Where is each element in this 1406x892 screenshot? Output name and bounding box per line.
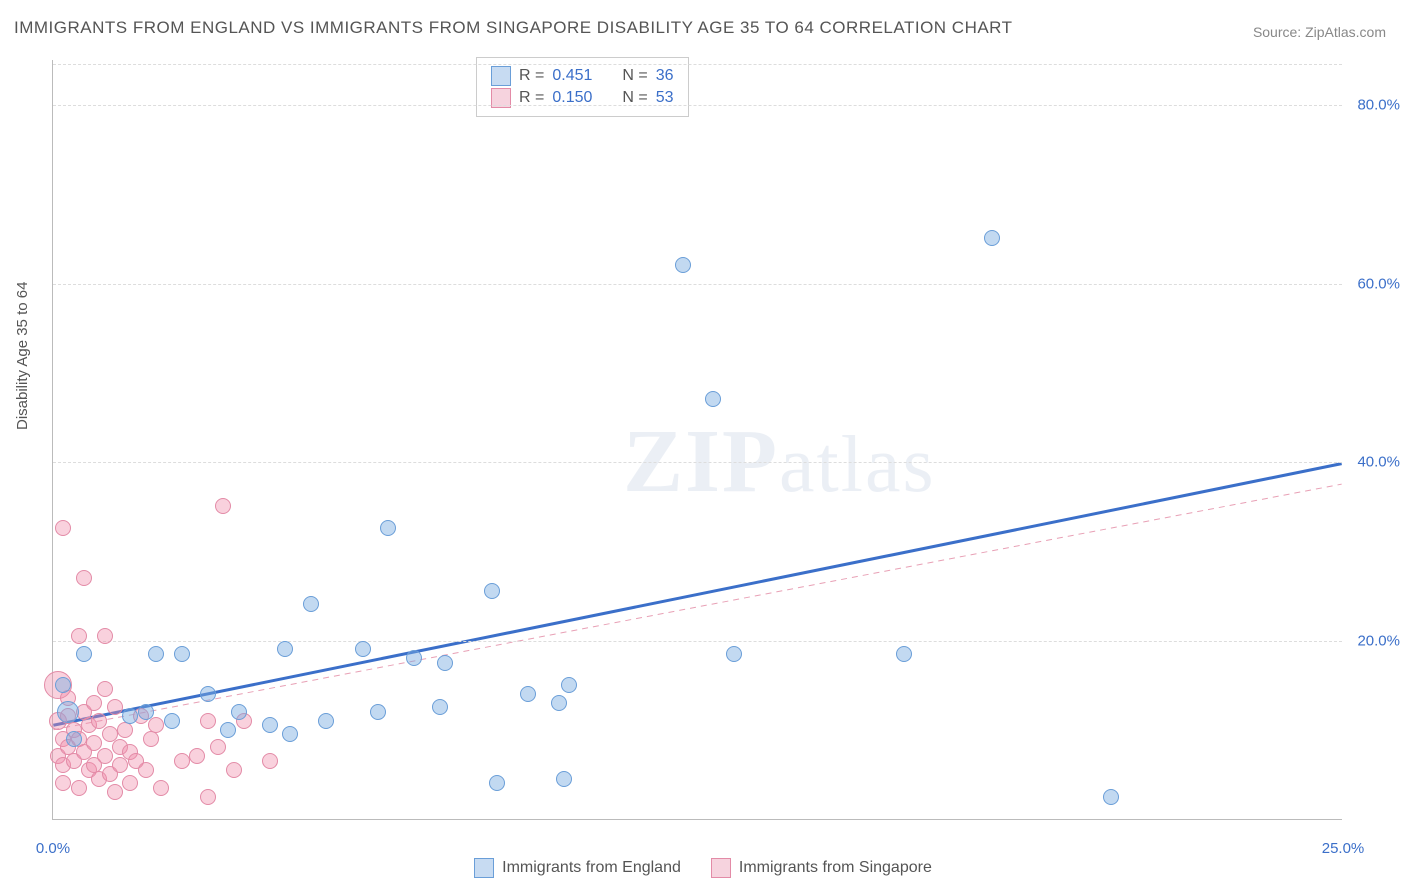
data-point	[984, 230, 1000, 246]
data-point	[226, 762, 242, 778]
bottom-legend: Immigrants from England Immigrants from S…	[0, 858, 1406, 878]
data-point	[200, 789, 216, 805]
xtick-label: 25.0%	[1322, 840, 1365, 857]
ytick-label: 80.0%	[1357, 96, 1400, 113]
data-point	[55, 520, 71, 536]
data-point	[107, 699, 123, 715]
data-point	[318, 713, 334, 729]
data-point	[112, 757, 128, 773]
bottom-legend-item: Immigrants from England	[474, 858, 681, 878]
data-point	[57, 701, 79, 723]
series-name: Immigrants from Singapore	[739, 859, 932, 877]
data-point	[107, 784, 123, 800]
legend-swatch	[711, 858, 731, 878]
trend-lines	[53, 60, 1342, 819]
data-point	[66, 731, 82, 747]
data-point	[551, 695, 567, 711]
legend-n-label: N =	[622, 67, 647, 85]
data-point	[726, 646, 742, 662]
legend-box: R = 0.451N = 36R = 0.150N = 53	[476, 57, 689, 117]
data-point	[561, 677, 577, 693]
legend-r-value: 0.451	[552, 67, 592, 85]
data-point	[86, 695, 102, 711]
data-point	[282, 726, 298, 742]
chart-title: IMMIGRANTS FROM ENGLAND VS IMMIGRANTS FR…	[14, 18, 1013, 38]
data-point	[200, 713, 216, 729]
data-point	[148, 646, 164, 662]
data-point	[174, 646, 190, 662]
data-point	[231, 704, 247, 720]
grid-line	[53, 462, 1342, 463]
data-point	[138, 762, 154, 778]
data-point	[489, 775, 505, 791]
legend-r-label: R =	[519, 67, 544, 85]
data-point	[303, 596, 319, 612]
data-point	[55, 677, 71, 693]
data-point	[76, 570, 92, 586]
source-label: Source: ZipAtlas.com	[1253, 24, 1386, 40]
data-point	[220, 722, 236, 738]
data-point	[122, 708, 138, 724]
data-point	[97, 681, 113, 697]
data-point	[55, 775, 71, 791]
plot-area: ZIPatlas R = 0.451N = 36R = 0.150N = 53 …	[52, 60, 1342, 820]
data-point	[138, 704, 154, 720]
data-point	[432, 699, 448, 715]
ytick-label: 60.0%	[1357, 275, 1400, 292]
data-point	[355, 641, 371, 657]
ytick-label: 40.0%	[1357, 454, 1400, 471]
data-point	[97, 748, 113, 764]
data-point	[189, 748, 205, 764]
y-axis-label: Disability Age 35 to 64	[14, 282, 31, 430]
grid-line	[53, 284, 1342, 285]
data-point	[484, 583, 500, 599]
legend-swatch	[491, 66, 511, 86]
bottom-legend-item: Immigrants from Singapore	[711, 858, 932, 878]
data-point	[406, 650, 422, 666]
legend-n-value: 36	[656, 67, 674, 85]
xtick-label: 0.0%	[36, 840, 70, 857]
data-point	[370, 704, 386, 720]
series-name: Immigrants from England	[502, 859, 681, 877]
grid-line	[53, 105, 1342, 106]
data-point	[380, 520, 396, 536]
data-point	[896, 646, 912, 662]
grid-line	[53, 641, 1342, 642]
data-point	[262, 753, 278, 769]
data-point	[520, 686, 536, 702]
data-point	[148, 717, 164, 733]
data-point	[1103, 789, 1119, 805]
legend-row: R = 0.451 N = 36	[491, 66, 674, 86]
data-point	[262, 717, 278, 733]
legend-swatch	[474, 858, 494, 878]
data-point	[675, 257, 691, 273]
data-point	[164, 713, 180, 729]
data-point	[200, 686, 216, 702]
ytick-label: 20.0%	[1357, 633, 1400, 650]
data-point	[122, 775, 138, 791]
data-point	[76, 646, 92, 662]
data-point	[277, 641, 293, 657]
data-point	[153, 780, 169, 796]
data-point	[705, 391, 721, 407]
data-point	[210, 739, 226, 755]
data-point	[71, 628, 87, 644]
data-point	[174, 753, 190, 769]
data-point	[556, 771, 572, 787]
data-point	[71, 780, 87, 796]
data-point	[97, 628, 113, 644]
data-point	[215, 498, 231, 514]
data-point	[437, 655, 453, 671]
